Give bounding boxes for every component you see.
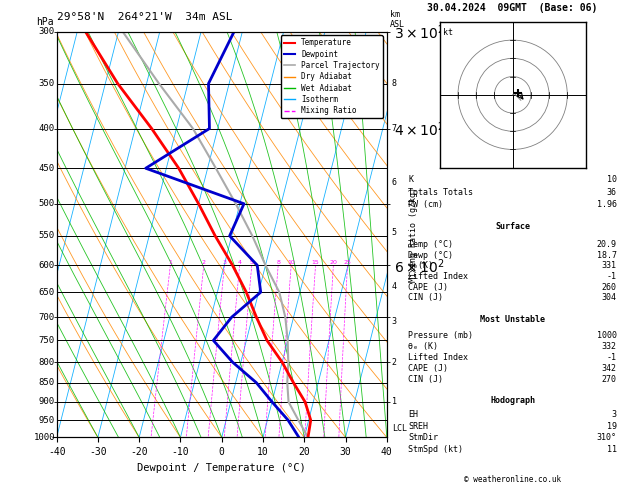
Text: 900: 900 bbox=[39, 398, 55, 406]
Legend: Temperature, Dewpoint, Parcel Trajectory, Dry Adiabat, Wet Adiabat, Isotherm, Mi: Temperature, Dewpoint, Parcel Trajectory… bbox=[281, 35, 383, 118]
Text: CAPE (J): CAPE (J) bbox=[408, 364, 448, 373]
Text: LCL: LCL bbox=[392, 424, 407, 434]
Text: 2: 2 bbox=[392, 358, 397, 367]
Text: 950: 950 bbox=[39, 416, 55, 425]
Text: CIN (J): CIN (J) bbox=[408, 293, 443, 302]
Text: 650: 650 bbox=[39, 288, 55, 296]
Text: 3: 3 bbox=[223, 260, 226, 265]
X-axis label: Dewpoint / Temperature (°C): Dewpoint / Temperature (°C) bbox=[137, 463, 306, 473]
Text: 500: 500 bbox=[39, 199, 55, 208]
Text: 5: 5 bbox=[392, 228, 397, 237]
Text: SREH: SREH bbox=[408, 421, 428, 431]
Text: 270: 270 bbox=[602, 375, 617, 384]
Text: 25: 25 bbox=[343, 260, 352, 265]
Text: © weatheronline.co.uk: © weatheronline.co.uk bbox=[464, 474, 561, 484]
Text: 30.04.2024  09GMT  (Base: 06): 30.04.2024 09GMT (Base: 06) bbox=[428, 3, 598, 14]
Text: 450: 450 bbox=[39, 164, 55, 173]
Text: 11: 11 bbox=[607, 445, 617, 454]
Text: 1: 1 bbox=[169, 260, 172, 265]
Text: 550: 550 bbox=[39, 231, 55, 241]
Text: EH: EH bbox=[408, 410, 418, 419]
Text: 5: 5 bbox=[250, 260, 253, 265]
Text: 800: 800 bbox=[39, 358, 55, 367]
Text: kt: kt bbox=[443, 28, 454, 36]
Text: 400: 400 bbox=[39, 124, 55, 133]
Text: 700: 700 bbox=[39, 312, 55, 322]
Text: 8: 8 bbox=[392, 79, 397, 88]
Text: Surface: Surface bbox=[495, 222, 530, 231]
Text: 6: 6 bbox=[392, 178, 397, 188]
Text: 1000: 1000 bbox=[33, 433, 55, 442]
Text: 1000: 1000 bbox=[597, 331, 617, 340]
Text: 342: 342 bbox=[602, 364, 617, 373]
Text: Most Unstable: Most Unstable bbox=[480, 315, 545, 324]
Text: Hodograph: Hodograph bbox=[490, 396, 535, 405]
Text: 3: 3 bbox=[392, 317, 397, 327]
Text: km
ASL: km ASL bbox=[390, 10, 405, 29]
Text: 750: 750 bbox=[39, 336, 55, 345]
Text: hPa: hPa bbox=[36, 17, 53, 27]
Text: Totals Totals: Totals Totals bbox=[408, 188, 474, 196]
Text: 19: 19 bbox=[607, 421, 617, 431]
Text: 1.96: 1.96 bbox=[597, 200, 617, 209]
Text: 29°58'N  264°21'W  34m ASL: 29°58'N 264°21'W 34m ASL bbox=[57, 12, 232, 22]
Text: 4: 4 bbox=[238, 260, 242, 265]
Text: StmSpd (kt): StmSpd (kt) bbox=[408, 445, 464, 454]
Text: 20: 20 bbox=[330, 260, 337, 265]
Text: 304: 304 bbox=[602, 293, 617, 302]
Text: 18.7: 18.7 bbox=[597, 251, 617, 260]
Text: Mixing Ratio (g/kg): Mixing Ratio (g/kg) bbox=[409, 187, 418, 282]
Text: θₑ (K): θₑ (K) bbox=[408, 342, 438, 351]
Text: 36: 36 bbox=[607, 188, 617, 196]
Text: 310°: 310° bbox=[597, 433, 617, 442]
Text: CIN (J): CIN (J) bbox=[408, 375, 443, 384]
Text: 3: 3 bbox=[612, 410, 617, 419]
Text: Lifted Index: Lifted Index bbox=[408, 353, 469, 362]
Text: PW (cm): PW (cm) bbox=[408, 200, 443, 209]
Text: Temp (°C): Temp (°C) bbox=[408, 240, 454, 249]
Text: 10: 10 bbox=[287, 260, 295, 265]
Text: 7: 7 bbox=[392, 124, 397, 133]
Text: 600: 600 bbox=[39, 260, 55, 270]
Text: 10: 10 bbox=[607, 174, 617, 184]
Text: StmDir: StmDir bbox=[408, 433, 438, 442]
Text: 2: 2 bbox=[202, 260, 206, 265]
Text: 331: 331 bbox=[602, 261, 617, 270]
Text: -1: -1 bbox=[607, 272, 617, 281]
Text: 332: 332 bbox=[602, 342, 617, 351]
Text: 350: 350 bbox=[39, 79, 55, 88]
Text: K: K bbox=[408, 174, 413, 184]
Text: 300: 300 bbox=[39, 27, 55, 36]
Text: Lifted Index: Lifted Index bbox=[408, 272, 469, 281]
Text: CAPE (J): CAPE (J) bbox=[408, 283, 448, 292]
Text: 850: 850 bbox=[39, 378, 55, 387]
Text: 4: 4 bbox=[392, 282, 397, 292]
Text: 20.9: 20.9 bbox=[597, 240, 617, 249]
Text: -1: -1 bbox=[607, 353, 617, 362]
Text: θₑ(K): θₑ(K) bbox=[408, 261, 433, 270]
Text: 1: 1 bbox=[392, 398, 397, 406]
Text: 15: 15 bbox=[312, 260, 320, 265]
Text: 8: 8 bbox=[276, 260, 280, 265]
Text: Dewp (°C): Dewp (°C) bbox=[408, 251, 454, 260]
Text: 260: 260 bbox=[602, 283, 617, 292]
Text: Pressure (mb): Pressure (mb) bbox=[408, 331, 474, 340]
